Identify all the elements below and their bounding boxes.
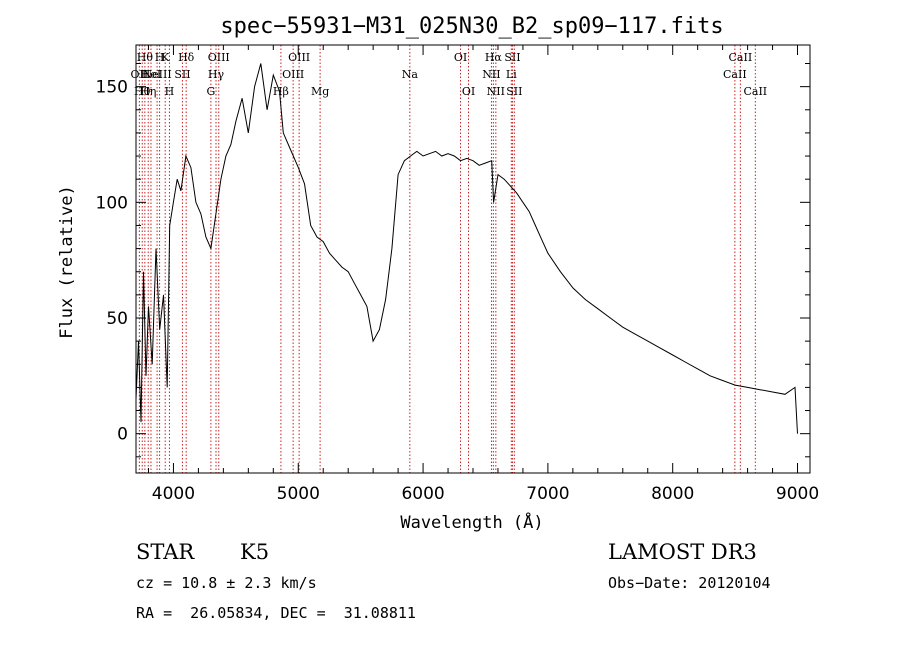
y-axis-title: Flux (relative) [57,185,77,339]
line-label-21: NII [482,68,500,81]
redshift-velocity: cz = 10.8 ± 2.3 km/s [136,574,317,592]
line-label-26: SII [506,85,522,98]
spectrum-series-group [135,63,798,434]
object-class: STAR [136,540,195,564]
line-label-5: NeIII [143,68,172,81]
line-label-14: Hβ [273,85,289,98]
coordinates: RA = 26.05834, DEC = 31.08811 [136,604,416,622]
line-label-12: Hγ [208,68,225,81]
observation-date: Obs−Date: 20120104 [608,574,771,592]
line-label-7: K [161,51,170,64]
line-label-24: Li [506,68,517,81]
line-label-0: OII [131,68,149,81]
line-label-17: Mg [311,85,329,98]
x-tick-label-4: 8000 [651,484,694,504]
x-tick-label-2: 6000 [401,484,444,504]
y-tick-label-1: 50 [106,309,128,329]
chart-title: spec−55931−M31_025N30_B2_sp09−117.fits [220,14,723,39]
y-axis: 0 50 100 150 [96,63,810,458]
line-label-11: G [206,85,215,98]
y-tick-label-3: 150 [96,78,128,98]
y-tick-label-2: 100 [96,193,128,213]
survey-name: LAMOST DR3 [608,540,757,564]
line-label-20: OI [462,85,475,98]
line-label-10: Hδ [178,51,195,64]
y-tick-label-0: 0 [117,425,128,445]
x-tick-label-0: 4000 [152,484,195,504]
line-label-16: OIII [288,51,310,64]
line-label-15: OIII [282,68,304,81]
line-label-29: CaII [743,85,767,98]
line-label-8: H [165,85,175,98]
line-label-19: OI [454,51,467,64]
x-tick-label-5: 9000 [776,484,819,504]
line-label-3: Hη [140,85,156,98]
line-label-4: HeI [141,68,161,81]
line-label-25: SII [504,51,520,64]
object-subclass: K5 [240,540,270,564]
spectrum-line [135,63,798,434]
line-label-18: Na [402,68,419,81]
line-label-23: NII [487,85,505,98]
x-tick-label-1: 5000 [277,484,320,504]
line-label-2: Hθ [137,51,154,64]
x-axis-title: Wavelength (Å) [400,511,543,533]
plot-frame [135,44,811,474]
line-label-6: H [155,51,165,64]
line-label-9: SII [174,68,190,81]
line-label-1: H0 [134,85,151,98]
x-tick-label-3: 7000 [526,484,569,504]
line-label-28: CaII [729,51,753,64]
x-axis: 4000 5000 6000 7000 8000 9000 [147,45,819,504]
line-labels-group: OIIH0HθHηHeINeIIIHKHSIIHδGHγOIIIHβOIIIOI… [131,51,768,98]
line-label-27: CaII [723,68,747,81]
line-markers-group [138,45,756,473]
line-label-13: OIII [208,51,230,64]
line-label-22: Hα [485,51,503,64]
